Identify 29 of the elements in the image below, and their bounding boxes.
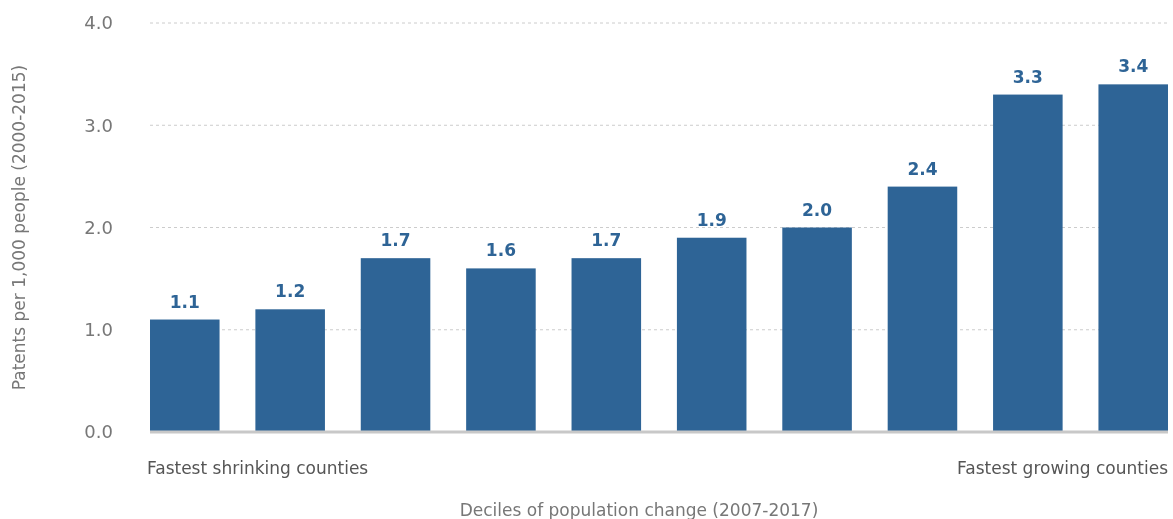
x-axis-title: Deciles of population change (2007-2017) xyxy=(459,500,819,519)
bar xyxy=(466,268,536,432)
data-label: 3.4 xyxy=(1118,56,1149,77)
y-tick-label: 2.0 xyxy=(84,216,113,238)
data-label: 1.2 xyxy=(275,281,306,302)
data-label: 1.7 xyxy=(591,230,622,251)
data-label: 2.0 xyxy=(802,199,833,220)
data-label: 3.3 xyxy=(1012,66,1043,87)
y-tick-label: 0.0 xyxy=(84,421,113,443)
bar xyxy=(150,319,220,432)
bar xyxy=(360,258,431,432)
data-label: 1.9 xyxy=(696,209,727,230)
bar xyxy=(993,94,1063,432)
bar xyxy=(782,227,852,432)
bar xyxy=(255,309,325,432)
bar xyxy=(1098,84,1168,432)
y-tick-label: 4.0 xyxy=(84,12,113,34)
bar xyxy=(887,186,958,432)
y-tick-label: 1.0 xyxy=(84,319,113,341)
data-label: 1.6 xyxy=(485,240,516,261)
text: Fastest shrinking counties xyxy=(147,458,369,478)
bar xyxy=(571,258,642,432)
bar xyxy=(676,237,747,432)
text: Fastest growing counties xyxy=(957,458,1169,478)
y-tick-label: 3.0 xyxy=(84,114,113,136)
data-label: 1.1 xyxy=(169,291,200,312)
y-axis-title: Patents per 1,000 people (2000-2015) xyxy=(9,64,29,391)
data-label: 2.4 xyxy=(907,158,938,179)
data-label: 1.7 xyxy=(380,230,411,251)
